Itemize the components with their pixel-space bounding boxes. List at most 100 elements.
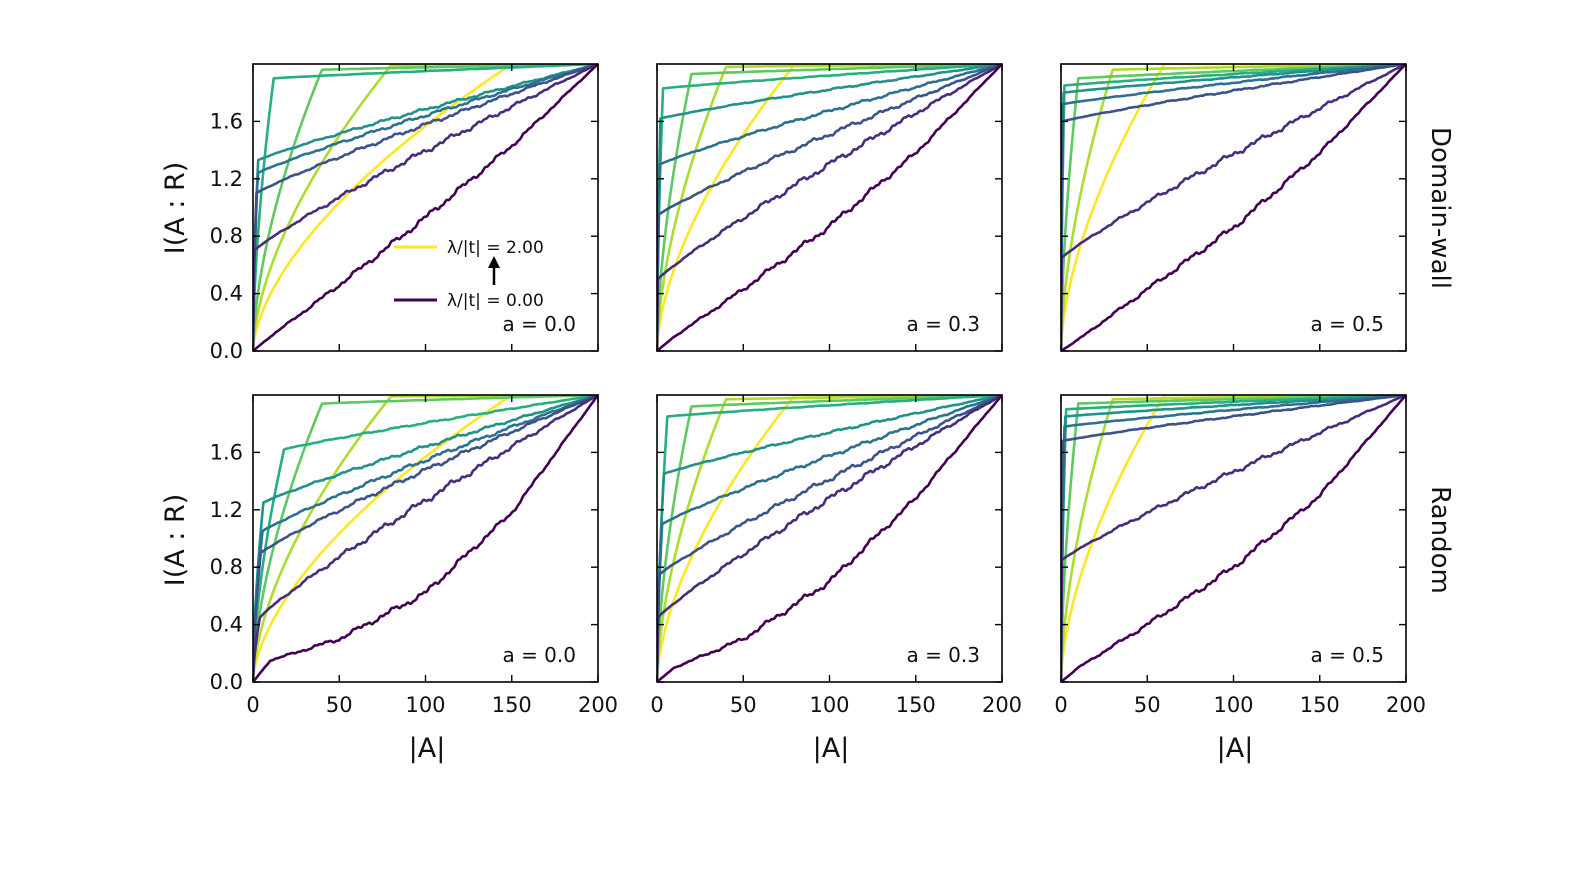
x-tick-label: 200 <box>1386 693 1426 717</box>
y-axis-label-top: I(A : R) <box>160 162 191 255</box>
x-tick-label: 150 <box>1300 693 1340 717</box>
x-axis-label-right: |A| <box>1217 733 1254 764</box>
series-line-lambda-1.75 <box>253 64 598 351</box>
series-line-lambda-0.75 <box>253 395 598 682</box>
series-line-lambda-0.00 <box>1061 395 1406 682</box>
y-tick-label: 0.0 <box>210 670 243 694</box>
x-tick-label: 50 <box>1134 693 1161 717</box>
series-line-lambda-1.75 <box>1061 395 1406 682</box>
series-line-lambda-1.50 <box>253 64 598 351</box>
series-line-lambda-1.75 <box>657 64 1002 351</box>
x-tick-label: 50 <box>730 693 757 717</box>
series-line-lambda-0.75 <box>657 64 1002 351</box>
x-tick-label: 50 <box>326 693 353 717</box>
series-line-lambda-0.25 <box>253 64 598 351</box>
y-tick-label: 0.8 <box>210 224 243 248</box>
x-tick-label: 0 <box>650 693 663 717</box>
subplot-domain-wall-a-0.3: a = 0.3 <box>656 63 1003 352</box>
series-line-lambda-2.00 <box>1061 64 1406 351</box>
series-line-lambda-1.00 <box>657 395 1002 682</box>
series-line-lambda-0.75 <box>1061 64 1406 351</box>
series-group <box>1061 64 1406 351</box>
series-line-lambda-0.00 <box>253 64 598 351</box>
y-tick-label: 1.6 <box>210 440 243 464</box>
series-line-lambda-1.00 <box>253 395 598 682</box>
x-tick-label: 200 <box>982 693 1022 717</box>
panel-label: a = 0.0 <box>502 643 576 667</box>
panels-layer: 0.0 0.4 0.8 1.2 1.6 a = 0.0 a = 0.3 a = 0.5 0 50 1… <box>210 63 1426 717</box>
series-line-lambda-1.25 <box>657 64 1002 351</box>
panel-label: a = 0.5 <box>1310 643 1384 667</box>
series-line-lambda-1.25 <box>253 395 598 682</box>
series-line-lambda-1.75 <box>657 395 1002 682</box>
series-line-lambda-1.50 <box>1061 395 1406 682</box>
legend-label-lambda-0: λ/|t| = 0.00 <box>447 291 544 311</box>
subplot-domain-wall-a-0.5: a = 0.5 <box>1060 63 1407 352</box>
x-axis-label-left: |A| <box>409 733 446 764</box>
series-line-lambda-0.25 <box>1061 395 1406 682</box>
plot-frame <box>1060 63 1407 352</box>
x-tick-label: 100 <box>1213 693 1253 717</box>
subplot-random-a-0.3: 0 50 100 150 200 a = 0.3 <box>650 394 1022 717</box>
series-line-lambda-0.25 <box>253 395 598 682</box>
x-tick-label: 0 <box>1054 693 1067 717</box>
y-axis-label-bottom: I(A : R) <box>160 494 191 587</box>
subplot-random-a-0: 0 50 100 150 200 0.0 0.4 0.8 1.2 1.6 a = 0.0 <box>210 394 618 717</box>
row-label-random: Random <box>1425 486 1455 594</box>
series-line-lambda-1.50 <box>1061 64 1406 351</box>
x-tick-label: 150 <box>492 693 532 717</box>
series-line-lambda-1.75 <box>1061 64 1406 351</box>
row-label-domain-wall: Domain-wall <box>1425 127 1455 289</box>
y-tick-label: 0.4 <box>210 282 243 306</box>
plot-frame <box>656 394 1003 683</box>
series-line-lambda-0.00 <box>657 64 1002 351</box>
series-line-lambda-1.50 <box>657 395 1002 682</box>
y-tick-label: 1.2 <box>210 498 243 522</box>
series-group <box>253 395 598 682</box>
series-line-lambda-0.75 <box>253 64 598 351</box>
series-line-lambda-2.00 <box>1061 395 1406 682</box>
series-line-lambda-1.25 <box>1061 395 1406 682</box>
series-line-lambda-1.25 <box>657 395 1002 682</box>
panel-label: a = 0.5 <box>1310 312 1384 336</box>
plot-frame <box>1060 394 1407 683</box>
series-line-lambda-1.00 <box>253 64 598 351</box>
series-line-lambda-0.75 <box>1061 395 1406 682</box>
series-line-lambda-0.25 <box>657 395 1002 682</box>
series-group <box>1061 395 1406 682</box>
x-tick-label: 200 <box>578 693 618 717</box>
series-line-lambda-1.25 <box>253 64 598 351</box>
series-line-lambda-2.00 <box>657 395 1002 682</box>
plot-frame <box>656 63 1003 352</box>
series-line-lambda-1.00 <box>1061 395 1406 682</box>
series-line-lambda-0.25 <box>657 64 1002 351</box>
series-line-lambda-1.50 <box>253 395 598 682</box>
subplot-random-a-0.5: 0 50 100 150 200 a = 0.5 <box>1054 394 1426 717</box>
series-line-lambda-0.50 <box>253 64 598 351</box>
plot-frame <box>252 63 599 352</box>
x-tick-label: 100 <box>405 693 445 717</box>
series-line-lambda-1.00 <box>657 64 1002 351</box>
y-tick-label: 1.2 <box>210 167 243 191</box>
panel-label: a = 0.3 <box>906 643 980 667</box>
series-line-lambda-1.50 <box>657 64 1002 351</box>
series-group <box>657 395 1002 682</box>
series-line-lambda-0.25 <box>1061 64 1406 351</box>
y-tick-label: 0.0 <box>210 339 243 363</box>
series-line-lambda-1.00 <box>1061 64 1406 351</box>
panel-label: a = 0.3 <box>906 312 980 336</box>
series-line-lambda-0.00 <box>253 395 598 682</box>
y-tick-label: 0.4 <box>210 613 243 637</box>
x-tick-label: 100 <box>809 693 849 717</box>
series-line-lambda-0.50 <box>1061 395 1406 682</box>
y-tick-label: 1.6 <box>210 109 243 133</box>
series-line-lambda-1.25 <box>1061 64 1406 351</box>
series-line-lambda-0.00 <box>1061 64 1406 351</box>
legend: λ/|t| = 2.00 λ/|t| = 0.00 <box>394 238 544 311</box>
series-line-lambda-0.50 <box>253 395 598 682</box>
series-line-lambda-0.50 <box>657 64 1002 351</box>
x-tick-label: 150 <box>896 693 936 717</box>
series-line-lambda-0.75 <box>657 395 1002 682</box>
series-line-lambda-0.50 <box>657 395 1002 682</box>
